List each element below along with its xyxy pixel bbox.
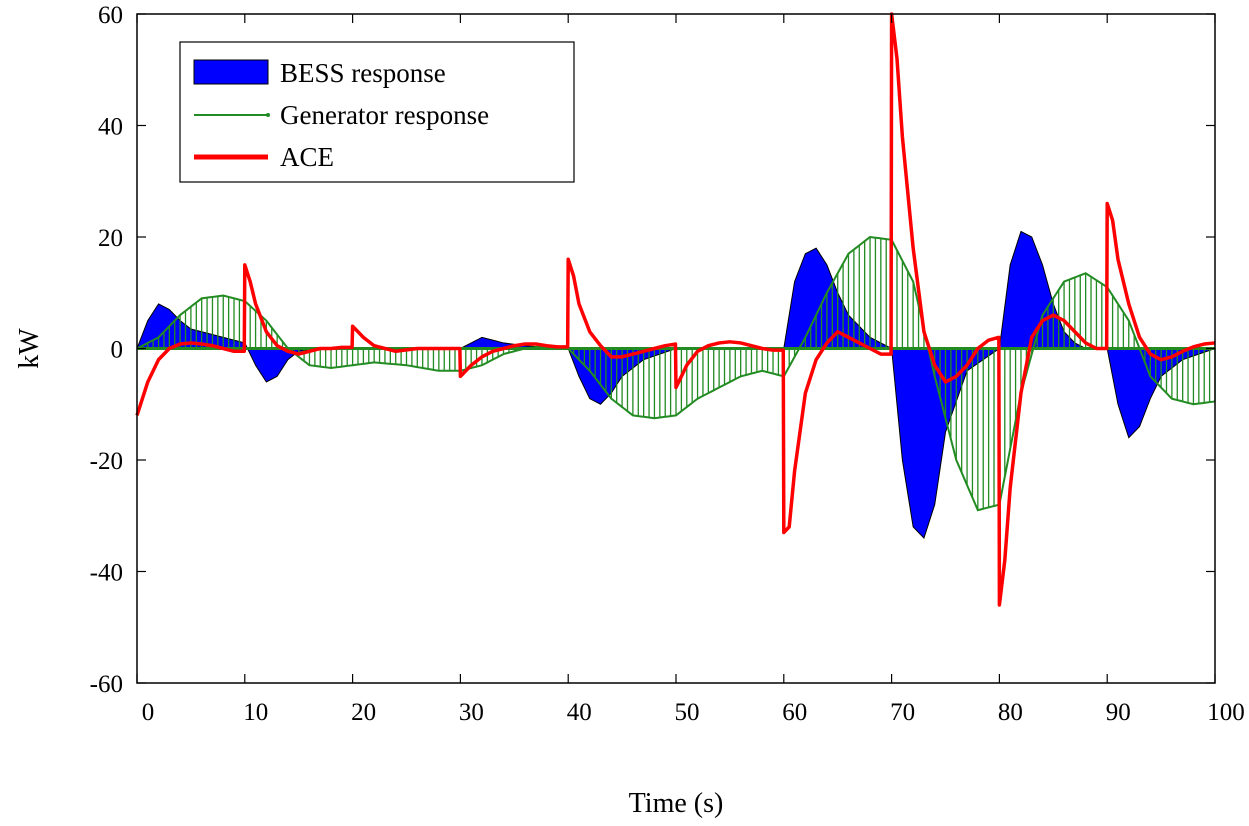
legend-swatch-generator-marker bbox=[266, 113, 270, 117]
legend: BESS response Generator response ACE bbox=[180, 42, 574, 182]
x-tick-label: 30 bbox=[459, 699, 484, 726]
x-tick-label: 60 bbox=[782, 699, 807, 726]
x-tick-label: 40 bbox=[567, 699, 592, 726]
y-tick-label: 40 bbox=[98, 114, 123, 141]
x-tick-label: 0 bbox=[142, 699, 155, 726]
y-tick-label: 60 bbox=[98, 2, 123, 29]
y-axis-label: kW bbox=[14, 328, 45, 369]
y-tick-label: -40 bbox=[90, 560, 123, 587]
y-tick-label: 20 bbox=[98, 225, 123, 252]
x-tick-label: 90 bbox=[1106, 699, 1131, 726]
legend-swatch-bess bbox=[194, 60, 268, 84]
y-tick-label: -60 bbox=[90, 671, 123, 698]
legend-label-ace: ACE bbox=[280, 142, 334, 172]
legend-label-bess: BESS response bbox=[280, 58, 446, 88]
x-tick-label: 10 bbox=[243, 699, 268, 726]
x-tick-label: 50 bbox=[675, 699, 700, 726]
x-tick-label: 80 bbox=[998, 699, 1023, 726]
legend-label-generator: Generator response bbox=[280, 100, 489, 130]
x-axis-label: Time (s) bbox=[629, 788, 724, 819]
x-tick-label: 100 bbox=[1207, 699, 1245, 726]
x-tick-label: 20 bbox=[351, 699, 376, 726]
y-tick-label: 0 bbox=[111, 337, 124, 364]
x-tick-label: 70 bbox=[890, 699, 915, 726]
y-tick-label: -20 bbox=[90, 448, 123, 475]
